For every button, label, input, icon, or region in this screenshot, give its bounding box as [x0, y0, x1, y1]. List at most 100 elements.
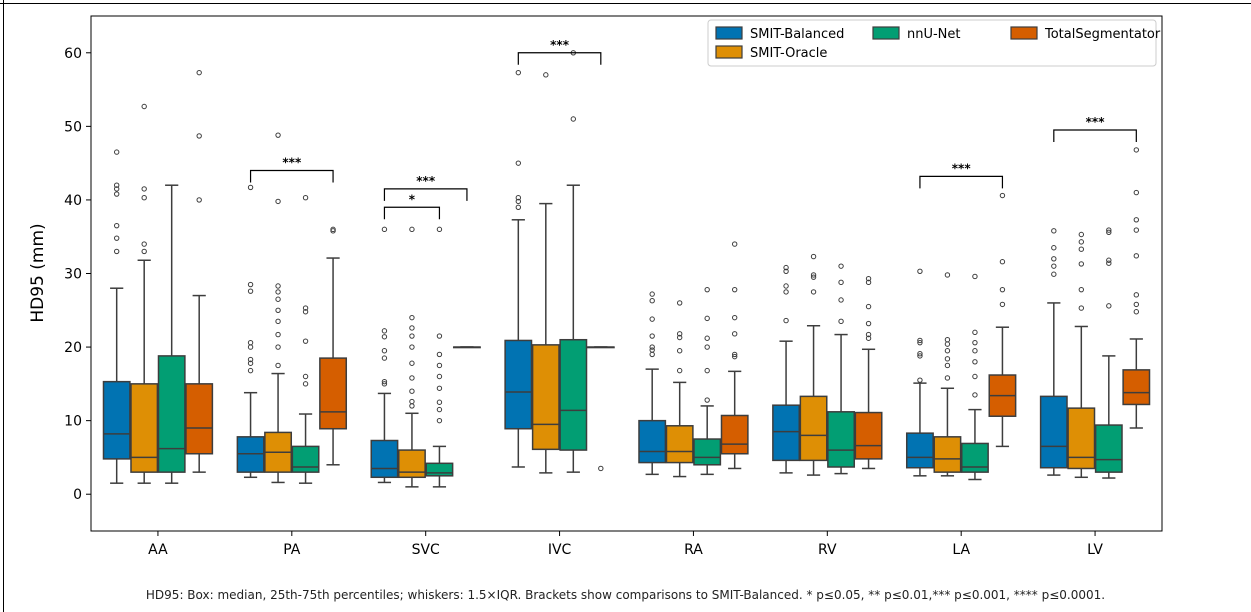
outlier-point: [704, 286, 710, 293]
outlier-point: [1106, 303, 1112, 309]
outlier-point: [247, 184, 254, 191]
outlier-point: [247, 288, 254, 294]
outlier-point: [917, 377, 923, 383]
y-tick-label: 10: [64, 414, 82, 430]
outlier-point: [113, 182, 120, 188]
outlier-point: [275, 318, 281, 325]
y-tick-label: 60: [64, 46, 82, 62]
box-rv-totalsegmentator: [854, 275, 883, 470]
figure-caption: HD95: Box: median, 25th-75th percentiles…: [145, 588, 1106, 602]
legend-label-totalsegmentator: TotalSegmentator: [1044, 27, 1161, 42]
outlier-point: [381, 381, 388, 387]
outlier-point: [409, 388, 415, 394]
outlier-point: [999, 301, 1006, 308]
outlier-point: [731, 353, 738, 360]
box-iqr: [960, 442, 989, 473]
outlier-point: [649, 291, 655, 297]
legend-label-smit-balanced: SMIT-Balanced: [750, 27, 844, 42]
legend-label-smit-oracle: SMIT-Oracle: [750, 46, 827, 61]
outlier-point: [1133, 217, 1140, 223]
outlier-point: [1078, 246, 1085, 252]
outlier-point: [972, 359, 978, 365]
box-iqr: [397, 449, 426, 479]
outlier-point: [1106, 260, 1112, 266]
outlier-point: [515, 160, 522, 166]
outlier-point: [1078, 261, 1085, 267]
outlier-point: [810, 272, 817, 278]
outlier-point: [731, 314, 738, 321]
outlier-point: [649, 351, 655, 358]
outlier-point: [436, 226, 443, 233]
x-tick-label: AA: [148, 542, 168, 558]
outlier-point: [865, 331, 872, 338]
outlier-point: [141, 241, 147, 247]
outlier-point: [783, 264, 789, 271]
outlier-point: [247, 356, 254, 363]
outlier-point: [972, 273, 978, 280]
box-iqr: [370, 439, 399, 479]
outlier-point: [704, 344, 710, 350]
x-tick-label: IVC: [548, 542, 572, 558]
significance-bracket: [919, 175, 1004, 189]
box-lv-smit-oracle: [1067, 231, 1096, 479]
outlier-point: [1078, 239, 1085, 245]
y-axis-label: HD95 (mm): [28, 223, 48, 322]
x-tick-label: LV: [1087, 542, 1103, 558]
outlier-point: [409, 398, 415, 405]
box-iqr: [1094, 424, 1123, 473]
outlier-point: [275, 132, 281, 138]
outlier-point: [865, 320, 872, 327]
outlier-point: [917, 268, 923, 274]
outlier-point: [141, 103, 147, 110]
y-tick-label: 20: [64, 340, 82, 356]
outlier-point: [1051, 271, 1057, 277]
box-iqr: [933, 436, 962, 473]
box-iqr: [772, 404, 801, 462]
outlier-point: [436, 373, 443, 380]
outlier-point: [409, 403, 415, 409]
outlier-point: [1051, 245, 1057, 251]
box-la-nnu-net: [960, 273, 989, 481]
box-la-smit-balanced: [905, 268, 934, 477]
significance-label: ***: [282, 156, 302, 170]
outlier-point: [275, 289, 281, 295]
box-ivc-totalsegmentator: [586, 346, 615, 472]
outlier-point: [972, 329, 978, 336]
box-lv-nnu-net: [1094, 227, 1123, 479]
y-tick-label: 0: [73, 487, 82, 503]
outlier-point: [436, 417, 443, 424]
outlier-point: [1051, 263, 1057, 269]
outlier-point: [676, 367, 683, 374]
outlier-point: [783, 317, 789, 324]
outlier-point: [113, 222, 120, 229]
box-iqr: [291, 445, 320, 473]
legend-box: [707, 19, 1157, 67]
outlier-point: [676, 331, 683, 337]
legend-label-nnu-net: nnU-Net: [907, 27, 961, 42]
box-lv-smit-balanced: [1039, 228, 1068, 476]
outlier-point: [436, 385, 443, 391]
outlier-point: [275, 198, 281, 205]
outlier-point: [944, 337, 951, 343]
box-iqr: [504, 339, 533, 430]
outlier-point: [196, 197, 202, 203]
outlier-point: [275, 331, 281, 338]
outlier-point: [838, 279, 844, 286]
outlier-point: [543, 72, 549, 78]
outlier-point: [1078, 305, 1085, 311]
outlier-point: [515, 198, 522, 205]
legend-swatch-totalsegmentator: [1010, 26, 1038, 40]
outlier-point: [1133, 292, 1140, 298]
outlier-point: [275, 344, 281, 350]
box-aa-totalsegmentator: [185, 69, 214, 473]
outlier-point: [972, 373, 978, 380]
outlier-point: [436, 351, 443, 358]
outlier-point: [247, 344, 254, 350]
outlier-point: [704, 335, 710, 341]
x-tick-label: RV: [818, 542, 837, 558]
outlier-point: [113, 149, 120, 155]
box-iqr: [1067, 407, 1096, 470]
outlier-point: [704, 315, 710, 322]
